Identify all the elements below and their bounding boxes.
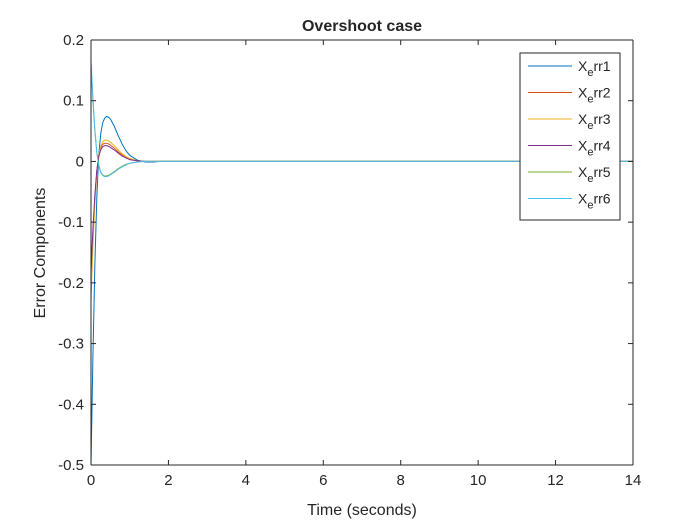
legend: Xerr1 Xerr2 Xerr3 Xerr4 Xerr5 Xerr6 — [519, 52, 621, 221]
y-tick-label: 0.1 — [63, 93, 84, 110]
axes: 0 2 4 6 8 10 12 14 0.2 0.1 0 -0.1 -0.2 -0.3 -0.4 -0.5 — [58, 32, 641, 489]
y-tick-label: -0.5 — [58, 457, 84, 474]
legend-label-1: Xerr1 — [578, 58, 611, 79]
series-layer — [90, 61, 633, 466]
x-tick-label: 6 — [319, 472, 327, 489]
y-axis-label: Error Components — [32, 188, 49, 319]
x-tick-label: 2 — [164, 472, 172, 489]
chart-title: Overshoot case — [302, 18, 422, 35]
x-tick-label: 0 — [87, 472, 95, 489]
legend-label-3: Xerr3 — [578, 111, 611, 132]
y-tick-label: 0 — [76, 153, 84, 170]
x-tick-label: 8 — [397, 472, 405, 489]
x-axis-label: Time (seconds) — [307, 502, 417, 519]
series-line-6 — [90, 61, 633, 178]
x-tick-label: 14 — [625, 472, 642, 489]
legend-label-5: Xerr5 — [578, 164, 611, 185]
y-tick-label: -0.3 — [58, 336, 84, 353]
x-tick-label: 4 — [242, 472, 250, 489]
y-tick-label: 0.2 — [63, 32, 84, 49]
x-tick-label: 10 — [470, 472, 487, 489]
legend-box — [519, 52, 621, 221]
x-tick-label: 12 — [547, 472, 564, 489]
legend-label-2: Xerr2 — [578, 85, 611, 106]
y-tick-label: -0.4 — [58, 396, 84, 413]
y-tick-label: -0.1 — [58, 214, 84, 231]
legend-label-4: Xerr4 — [578, 138, 611, 159]
y-tick-label: -0.2 — [58, 275, 84, 292]
legend-label-6: Xerr6 — [578, 191, 611, 212]
